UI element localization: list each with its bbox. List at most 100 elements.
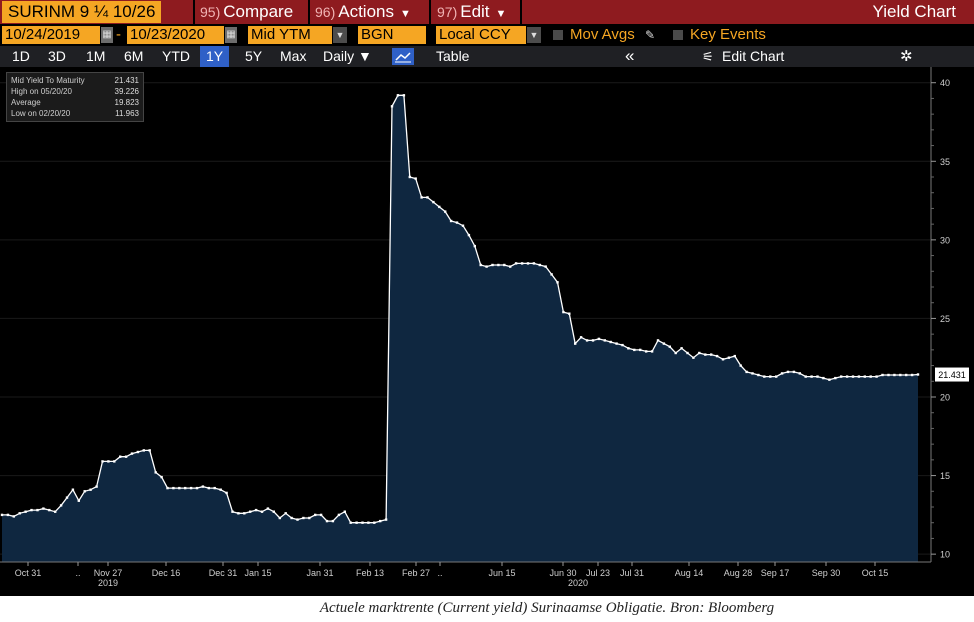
x-year-label: 2020	[568, 578, 588, 588]
legend-value: 19.823	[114, 98, 139, 107]
data-point	[733, 354, 736, 358]
actions-menu[interactable]: 96) Actions ▼	[315, 0, 411, 24]
x-tick-label: Dec 31	[209, 568, 238, 578]
data-point	[473, 244, 476, 248]
last-value-label: 21.431	[938, 370, 966, 380]
data-point	[828, 378, 831, 381]
compare-menu[interactable]: 95) Compare	[200, 0, 293, 24]
range-button-1m[interactable]: 1M	[86, 48, 106, 64]
range-button-max[interactable]: Max	[280, 48, 307, 64]
toolbar-divider	[429, 0, 431, 24]
data-point	[266, 507, 270, 510]
data-point	[314, 513, 317, 517]
data-point	[851, 375, 855, 378]
function-toolbar: SURINM 9 ¼ 10/26 95) Compare 96) Actions ▼ …	[0, 0, 974, 24]
data-point	[130, 452, 134, 455]
data-point	[296, 518, 299, 521]
data-point	[373, 521, 376, 524]
data-point	[845, 375, 849, 378]
data-point	[325, 519, 329, 523]
data-point	[18, 512, 21, 515]
table-button[interactable]: Table	[436, 48, 470, 64]
range-button-5y[interactable]: 5Y	[245, 48, 263, 64]
data-point	[142, 449, 145, 452]
pricing-source-input[interactable]: BGN	[358, 26, 426, 44]
data-point	[95, 485, 98, 488]
data-point	[591, 339, 595, 342]
range-button-6m[interactable]: 6M	[124, 48, 144, 64]
bloomberg-terminal-window: SURINM 9 ¼ 10/26 95) Compare 96) Actions ▼ …	[0, 0, 974, 596]
edit-chart-icon[interactable]: ⚟	[702, 49, 714, 64]
data-point	[562, 310, 565, 314]
data-point	[355, 521, 358, 524]
y-tick-label: 15	[940, 471, 950, 481]
collapse-icon[interactable]: «	[625, 46, 635, 65]
data-point	[402, 94, 406, 97]
edit-menu-label: Edit	[460, 2, 490, 21]
data-point	[887, 373, 890, 377]
data-point	[698, 351, 701, 355]
end-date-input[interactable]: 10/23/2020	[127, 26, 224, 44]
edit-chart-button[interactable]: Edit Chart	[722, 48, 785, 64]
data-point	[615, 342, 618, 345]
data-point	[780, 372, 784, 375]
x-tick-label: Feb 13	[356, 568, 384, 578]
data-point	[485, 265, 488, 268]
data-point	[195, 486, 199, 490]
data-point	[804, 375, 807, 378]
last-value-badge	[935, 367, 969, 382]
calendar-icon[interactable]: ▦	[101, 27, 113, 43]
key-events-checkbox[interactable]	[673, 30, 683, 40]
data-point	[71, 488, 75, 491]
frequency-select[interactable]: Daily ▼	[323, 48, 372, 64]
chart-parameters-bar: 10/24/2019 ▦ - 10/23/2020 ▦ Mid YTM ▼ BG…	[0, 24, 974, 46]
date-range-dash: -	[116, 26, 121, 43]
chevron-down-icon: ▼	[399, 8, 411, 20]
line-chart-icon[interactable]	[392, 48, 414, 65]
data-point	[83, 490, 86, 493]
x-tick-label: Nov 27	[94, 568, 123, 578]
gear-icon[interactable]: ✲	[900, 48, 913, 65]
data-point	[308, 516, 311, 520]
pencil-icon[interactable]: ✎	[645, 28, 656, 42]
data-point	[379, 519, 382, 523]
mov-avgs-checkbox[interactable]	[553, 30, 563, 40]
mov-avgs-label[interactable]: Mov Avgs	[570, 26, 635, 43]
data-point	[745, 370, 748, 374]
data-point	[899, 373, 902, 377]
security-ticker-field[interactable]: SURINM 9 ¼ 10/26	[2, 1, 162, 23]
field-select[interactable]: Mid YTM	[248, 26, 332, 44]
figure-caption: Actuele marktrente (Current yield) Surin…	[319, 600, 775, 616]
data-point	[343, 510, 346, 513]
data-point	[680, 347, 683, 350]
key-events-label[interactable]: Key Events	[690, 26, 766, 43]
range-button-3d[interactable]: 3D	[48, 48, 66, 64]
data-point	[48, 508, 51, 512]
data-point	[278, 516, 281, 520]
data-point	[160, 475, 163, 479]
chevron-down-icon[interactable]: ▼	[527, 27, 541, 43]
data-point	[650, 350, 654, 353]
data-point	[254, 508, 258, 512]
range-button-1y[interactable]: 1Y	[200, 46, 230, 67]
data-point	[627, 347, 630, 350]
data-point	[207, 486, 210, 490]
x-tick-label: Sep 17	[761, 568, 790, 578]
currency-select[interactable]: Local CCY	[436, 26, 526, 44]
range-button-1d[interactable]: 1D	[12, 48, 30, 64]
edit-menu[interactable]: 97) Edit ▼	[437, 0, 506, 24]
chart-points-layer	[0, 94, 920, 524]
x-tick-label: Jul 23	[586, 568, 610, 578]
x-tick-label: Oct 31	[15, 568, 42, 578]
chevron-down-icon[interactable]: ▼	[333, 27, 347, 43]
x-tick-label: Dec 16	[152, 568, 181, 578]
data-point	[910, 373, 914, 377]
calendar-icon[interactable]: ▦	[225, 27, 237, 43]
x-tick-label: Aug 14	[675, 568, 704, 578]
yield-chart[interactable]: 10 15 20 25 30 35 40 21.431 Oct 31.. Nov 27 Dec 1…	[0, 67, 974, 596]
x-tick-label: Jan 31	[306, 568, 333, 578]
range-button-ytd[interactable]: YTD	[162, 48, 190, 64]
y-tick-label: 40	[940, 78, 950, 88]
start-date-input[interactable]: 10/24/2019	[2, 26, 100, 44]
data-point	[757, 373, 760, 377]
